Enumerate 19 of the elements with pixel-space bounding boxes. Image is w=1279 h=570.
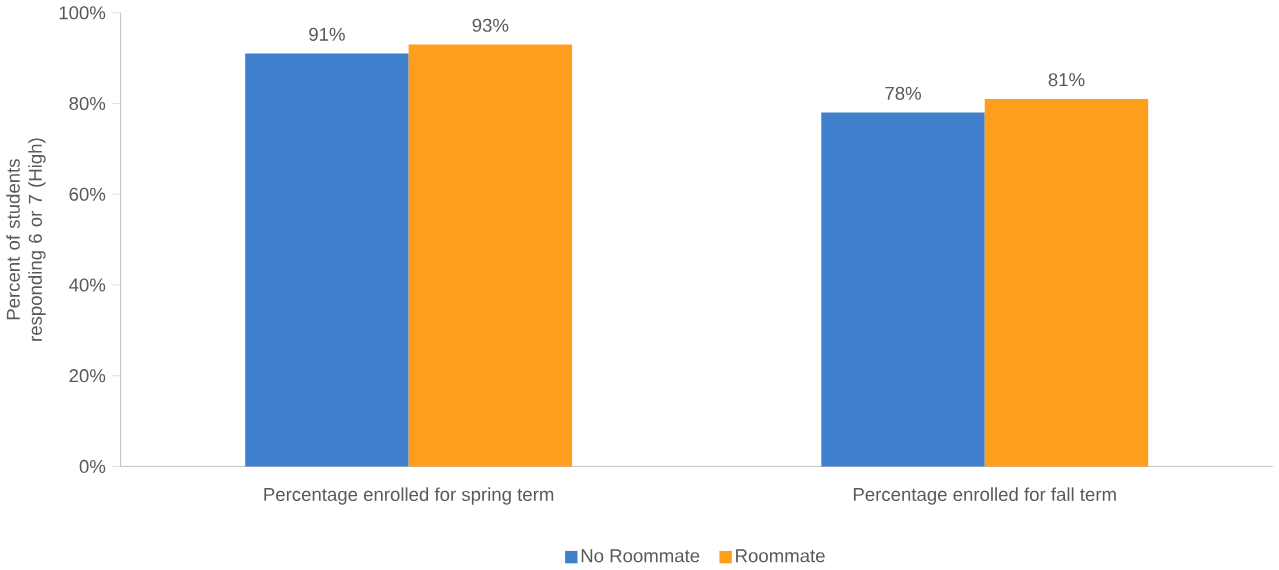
y-tick-label: 0%	[79, 459, 106, 473]
data-label: 93%	[472, 18, 509, 32]
y-tick-label: 40%	[69, 278, 106, 292]
y-tick-label: 80%	[69, 96, 106, 110]
legend-label: No Roommate	[581, 549, 700, 563]
y-tick-label: 20%	[69, 368, 106, 383]
bar	[984, 98, 1149, 467]
x-tick-label: Percentage enrolled for spring term	[264, 487, 554, 505]
data-label: 78%	[885, 86, 921, 100]
data-label: 91%	[309, 27, 345, 41]
bar	[408, 44, 573, 467]
bar	[821, 112, 985, 467]
data-label: 81%	[1048, 72, 1085, 87]
y-axis-title: Percent of students responding 6 or 7 (High)	[6, 138, 46, 341]
bar	[245, 53, 409, 467]
legend-label: Roommate	[736, 549, 825, 563]
y-tick-label: 100%	[59, 5, 106, 20]
x-tick-label: Percentage enrolled for fall term	[853, 487, 1116, 505]
y-tick-label: 60%	[69, 187, 106, 201]
